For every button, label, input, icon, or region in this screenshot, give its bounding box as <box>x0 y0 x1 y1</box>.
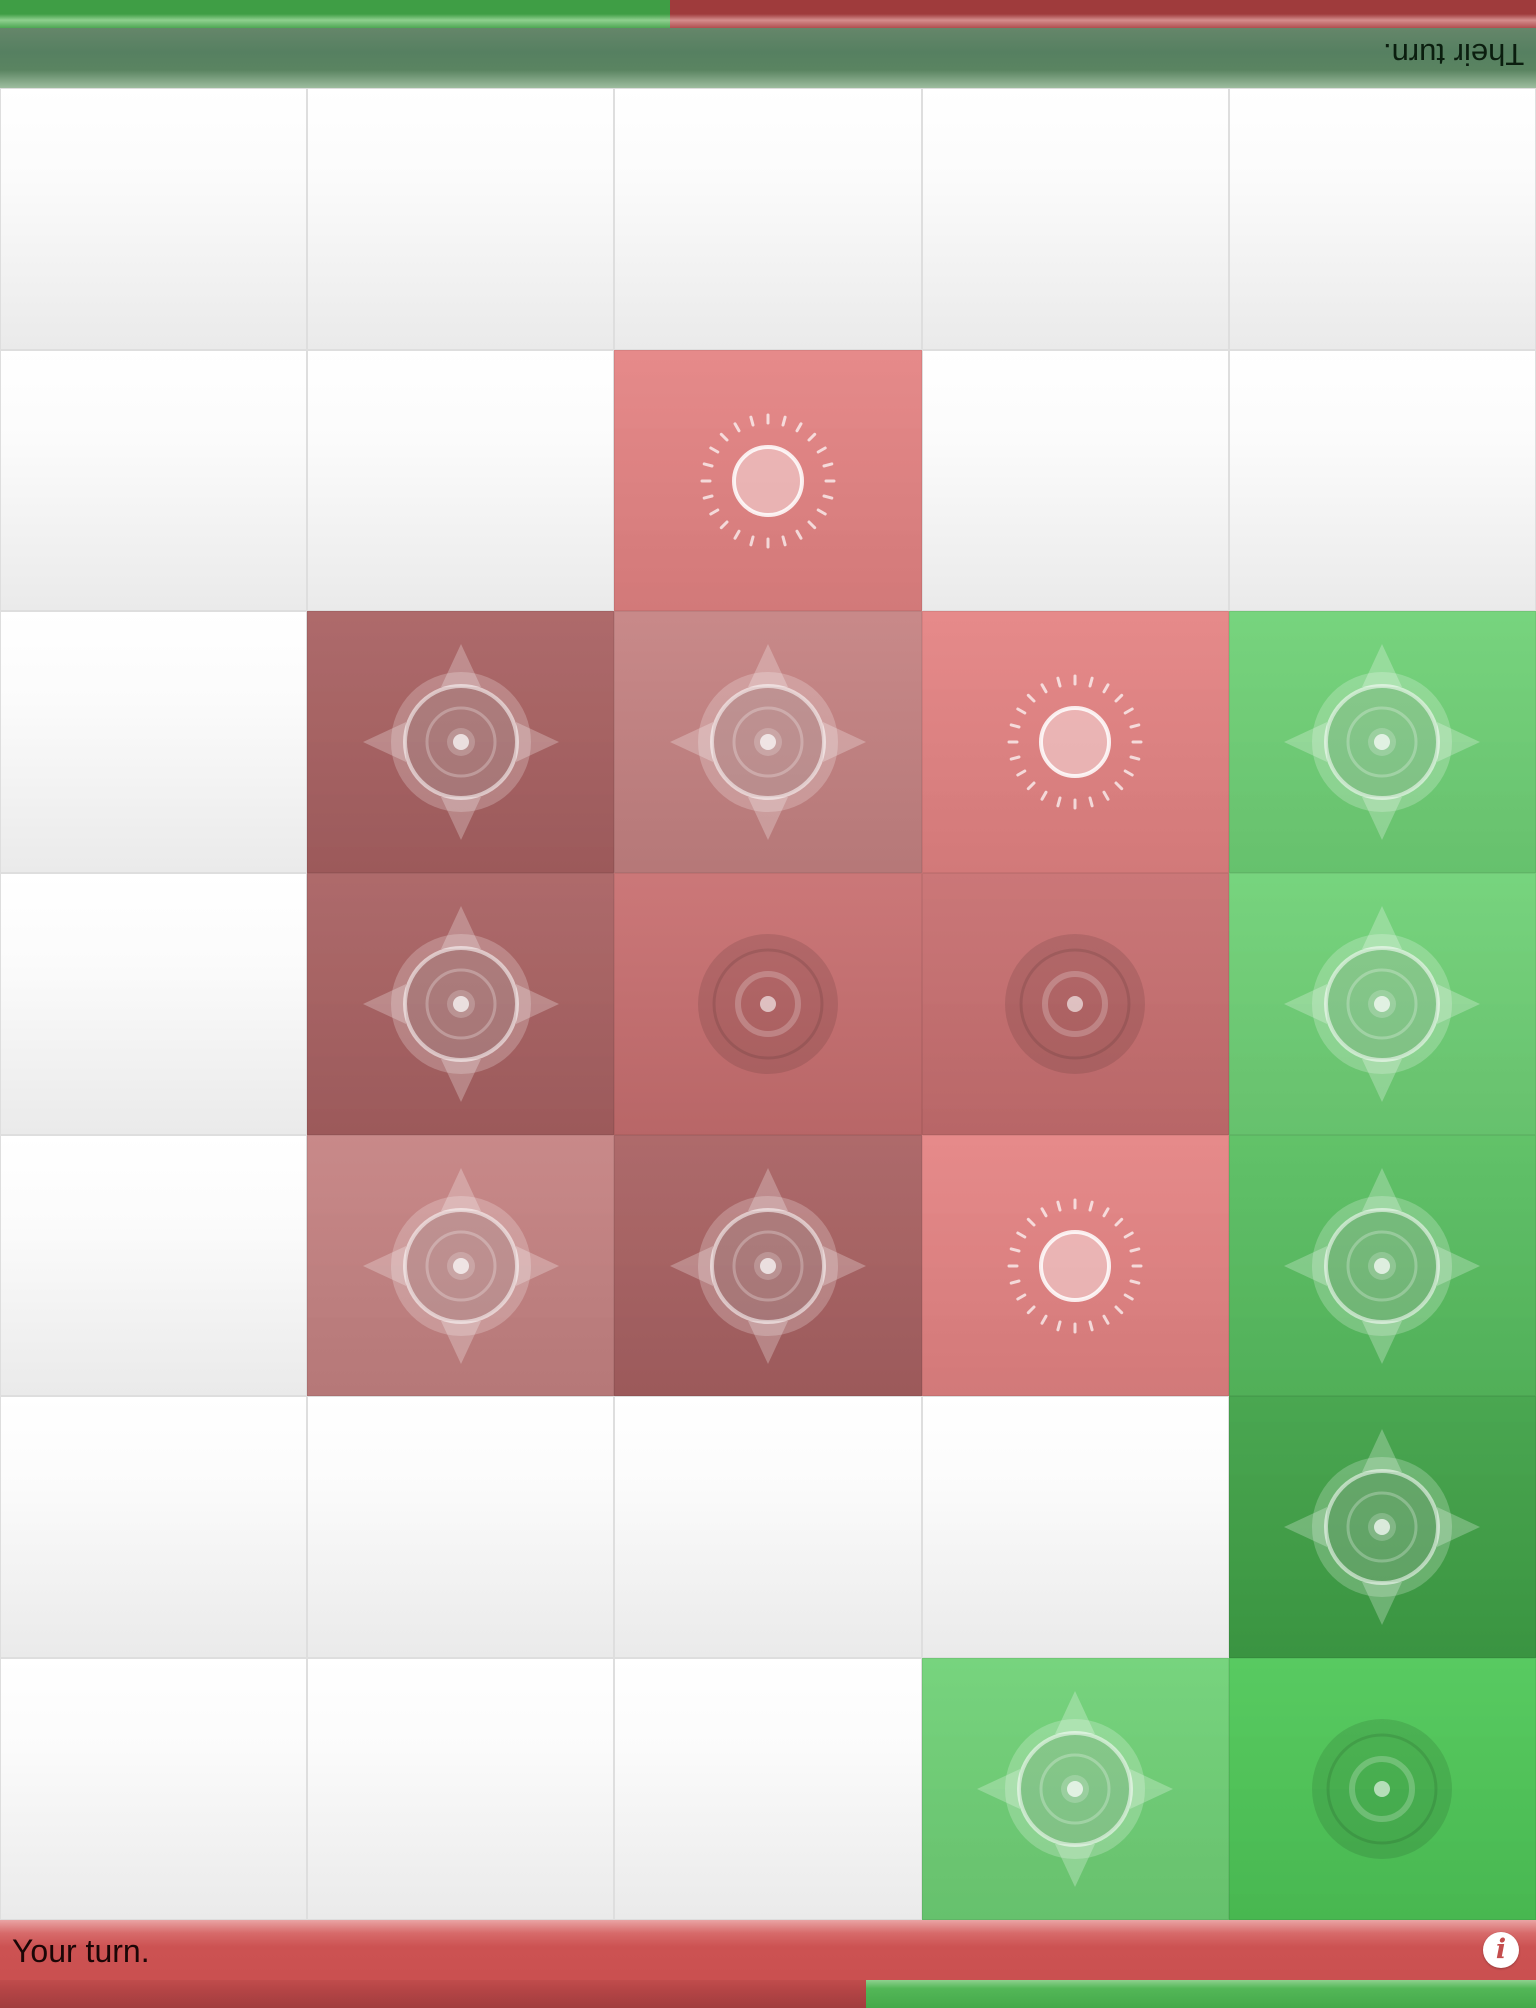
target-icon <box>1277 1684 1487 1894</box>
board-cell-r5-c3[interactable] <box>614 1134 922 1397</box>
player-score-bar <box>0 1980 1536 2008</box>
player-turn-label: Your turn. <box>12 1933 150 1969</box>
board-cell-r5-c2[interactable] <box>307 1134 615 1397</box>
compass-icon <box>1277 1161 1487 1371</box>
board-cell-r2-c3[interactable] <box>614 349 922 612</box>
opponent-score-green <box>0 0 670 28</box>
board-cell-r5-c1[interactable] <box>0 1134 308 1397</box>
board-cell-r6-c3[interactable] <box>614 1396 922 1659</box>
opponent-score-red <box>669 0 1536 28</box>
compass-icon <box>356 637 566 847</box>
board-cell-r3-c2[interactable] <box>307 611 615 874</box>
board-cell-r4-c1[interactable] <box>0 873 308 1135</box>
board-cell-r5-c5[interactable] <box>1228 1134 1536 1397</box>
board-cell-r3-c5[interactable] <box>1228 611 1536 874</box>
board-cell-r7-c4[interactable] <box>921 1658 1229 1920</box>
board-cell-r1-c3[interactable] <box>614 88 922 350</box>
board-cell-r2-c2[interactable] <box>307 349 615 612</box>
board-cell-r1-c4[interactable] <box>921 88 1229 350</box>
board-cell-r4-c3[interactable] <box>614 873 922 1135</box>
game-board[interactable] <box>0 88 1536 1920</box>
board-cell-r5-c4[interactable] <box>921 1134 1229 1397</box>
board-cell-r2-c1[interactable] <box>0 349 308 612</box>
board-cell-r6-c5[interactable] <box>1228 1396 1536 1659</box>
board-cell-r6-c4[interactable] <box>921 1396 1229 1659</box>
board-cell-r2-c4[interactable] <box>921 349 1229 612</box>
target-icon <box>663 899 873 1109</box>
board-cell-r7-c5[interactable] <box>1228 1658 1536 1920</box>
board-cell-r4-c5[interactable] <box>1228 873 1536 1135</box>
opponent-score-bar <box>0 0 1536 28</box>
board-cell-r4-c4[interactable] <box>921 873 1229 1135</box>
player-status-bar: Your turn. i <box>0 1920 1536 1980</box>
target-icon <box>970 899 1180 1109</box>
compass-icon <box>663 1161 873 1371</box>
info-button[interactable]: i <box>1483 1932 1519 1968</box>
sun-icon <box>970 637 1180 847</box>
board-cell-r2-c5[interactable] <box>1228 349 1536 612</box>
board-cell-r6-c1[interactable] <box>0 1396 308 1659</box>
board-cell-r4-c2[interactable] <box>307 873 615 1135</box>
compass-icon <box>356 899 566 1109</box>
board-cell-r1-c1[interactable] <box>0 88 308 350</box>
compass-icon <box>356 1161 566 1371</box>
compass-icon <box>970 1684 1180 1894</box>
sun-icon <box>970 1161 1180 1371</box>
player-score-green <box>866 1980 1536 2008</box>
sun-icon <box>663 376 873 586</box>
board-cell-r7-c3[interactable] <box>614 1658 922 1920</box>
board-cell-r3-c3[interactable] <box>614 611 922 874</box>
player-score-red <box>0 1980 867 2008</box>
opponent-turn-label: Their turn. <box>1382 37 1524 72</box>
compass-icon <box>663 637 873 847</box>
board-cell-r6-c2[interactable] <box>307 1396 615 1659</box>
board-cell-r3-c1[interactable] <box>0 611 308 874</box>
compass-icon <box>1277 637 1487 847</box>
compass-icon <box>1277 899 1487 1109</box>
board-cell-r7-c1[interactable] <box>0 1658 308 1920</box>
board-cell-r1-c5[interactable] <box>1228 88 1536 350</box>
opponent-status-bar: Their turn. <box>0 28 1536 88</box>
board-cell-r3-c4[interactable] <box>921 611 1229 874</box>
board-cell-r7-c2[interactable] <box>307 1658 615 1920</box>
compass-icon <box>1277 1422 1487 1632</box>
board-cell-r1-c2[interactable] <box>307 88 615 350</box>
